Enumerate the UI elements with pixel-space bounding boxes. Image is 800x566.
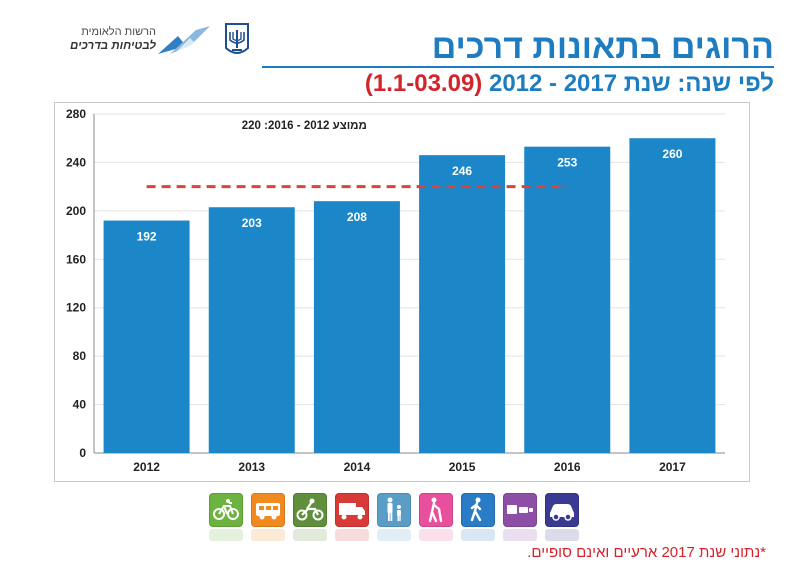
y-tick-label: 240 — [66, 155, 86, 169]
bus-icon-reflection — [251, 529, 285, 541]
x-tick-label: 2012 — [133, 460, 160, 474]
average-label: ממוצע 2012 - 2016: 220 — [242, 120, 367, 132]
page-subtitle: לפי שנה: שנת 2017 - 2012 (1.1-03.09) — [365, 70, 774, 98]
y-tick-label: 160 — [66, 252, 86, 266]
y-tick-label: 40 — [73, 398, 87, 412]
x-tick-label: 2017 — [659, 460, 686, 474]
car-icon — [545, 493, 579, 527]
elderly-pedestrian-icon-reflection — [419, 529, 453, 541]
bar-2013 — [208, 207, 295, 453]
bar-2012 — [103, 220, 190, 453]
bar-value-label: 192 — [137, 230, 157, 244]
road-safety-logo-icon — [158, 26, 210, 54]
x-tick-label: 2014 — [344, 460, 371, 474]
motorcycle-icon-reflection — [293, 529, 327, 541]
bar-2014 — [313, 201, 400, 453]
org-name-line2: לבטיחות בדרכים — [69, 40, 156, 52]
pedestrian-icon — [461, 493, 495, 527]
parent-child-icon — [377, 493, 411, 527]
footnote: *נתוני שנת 2017 ארעיים ואינם סופיים. — [527, 544, 766, 561]
bar-value-label: 260 — [662, 147, 682, 161]
y-tick-label: 280 — [66, 107, 86, 121]
bar-value-label: 208 — [347, 210, 367, 224]
elderly-pedestrian-icon — [419, 493, 453, 527]
motorcycle-icon — [293, 493, 327, 527]
subtitle-years: לפי שנה: שנת 2017 - 2012 — [488, 70, 774, 97]
y-tick-label: 200 — [66, 204, 86, 218]
x-tick-label: 2013 — [238, 460, 265, 474]
fatalities-bar-chart: 0 40 80 120 160 200 240 280 192 2012 203 2013 208 201… — [66, 107, 725, 474]
bus-icon — [251, 493, 285, 527]
scooter-icon — [503, 493, 537, 527]
bicycle-icon-reflection — [209, 529, 243, 541]
bar-2017 — [629, 138, 716, 453]
truck-icon-reflection — [335, 529, 369, 541]
pedestrian-icon-reflection — [461, 529, 495, 541]
org-name-line1: הרשות הלאומית — [81, 26, 156, 38]
y-tick-label: 80 — [73, 349, 87, 363]
bar-2016 — [524, 146, 611, 454]
truck-icon — [335, 493, 369, 527]
page-title: הרוגים בתאונות דרכים — [431, 28, 774, 66]
car-icon-reflection — [545, 529, 579, 541]
org-name: הרשות הלאומית לבטיחות בדרכים — [28, 26, 156, 53]
bar-value-label: 253 — [557, 156, 577, 170]
org-logo: הרשות הלאומית לבטיחות בדרכים — [28, 22, 253, 62]
subtitle-period: (1.1-03.09) — [364, 70, 483, 97]
bar-value-label: 246 — [452, 164, 472, 178]
bar-value-label: 203 — [242, 216, 262, 230]
state-emblem-icon — [225, 23, 249, 54]
title-divider — [262, 66, 774, 68]
bar-2015 — [419, 155, 506, 453]
bicycle-icon — [209, 493, 243, 527]
x-tick-label: 2015 — [449, 460, 476, 474]
y-tick-label: 120 — [66, 301, 86, 315]
parent-child-icon-reflection — [377, 529, 411, 541]
scooter-icon-reflection — [503, 529, 537, 541]
y-tick-label: 0 — [79, 446, 86, 460]
x-tick-label: 2016 — [554, 460, 581, 474]
